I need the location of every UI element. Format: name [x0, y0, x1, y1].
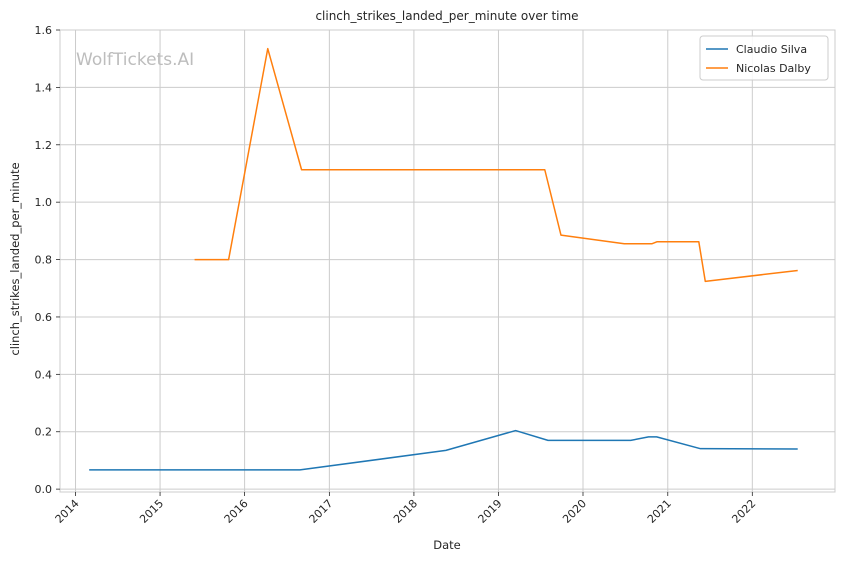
legend: Claudio Silva Nicolas Dalby [699, 35, 829, 81]
x-axis-label: Date [433, 538, 461, 552]
legend-label: Claudio Silva [736, 43, 807, 56]
y-tick-label: 1.2 [35, 139, 53, 152]
watermark: WolfTickets.AI [76, 50, 194, 70]
chart-title: clinch_strikes_landed_per_minute over ti… [315, 9, 578, 23]
y-tick-label: 0.2 [35, 426, 53, 439]
y-tick-label: 0.6 [35, 311, 53, 324]
plot-area [59, 29, 836, 493]
y-axis-ticks: 0.0 0.2 0.4 0.6 0.8 1.0 1.2 1.4 1.6 [35, 24, 60, 496]
series-line-claudio-silva [89, 429, 798, 471]
grid-lines [60, 29, 835, 492]
y-axis-label: clinch_strikes_landed_per_minute [8, 162, 22, 355]
y-tick-label: 1.4 [35, 81, 53, 94]
y-tick-label: 0.4 [35, 368, 53, 381]
y-tick-label: 1.0 [35, 196, 53, 209]
y-tick-label: 1.6 [35, 24, 53, 37]
series-line-nicolas-dalby [194, 47, 798, 283]
series-layer [89, 47, 798, 471]
legend-box [699, 35, 829, 81]
legend-label: Nicolas Dalby [736, 62, 811, 75]
y-tick-label: 0.0 [35, 483, 53, 496]
y-tick-label: 0.8 [35, 254, 53, 267]
